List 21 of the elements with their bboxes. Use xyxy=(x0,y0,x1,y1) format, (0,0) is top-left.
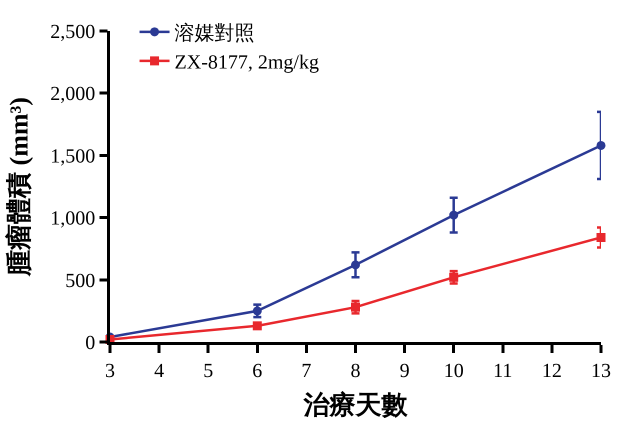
x-tick-label: 8 xyxy=(350,360,360,382)
y-tick-label: 2,000 xyxy=(50,83,96,106)
y-axis-title: 腫瘤體積 (mm³) xyxy=(4,97,34,277)
y-tick-label: 1,500 xyxy=(50,145,96,168)
x-tick-label: 9 xyxy=(400,360,410,382)
x-tick-label: 12 xyxy=(542,360,562,382)
y-tick-label: 1,000 xyxy=(50,208,96,230)
x-tick-label: 5 xyxy=(203,360,214,382)
y-tick-label: 2,500 xyxy=(50,21,96,43)
legend-label: 溶媒對照 xyxy=(174,22,255,45)
x-tick-label: 3 xyxy=(105,360,115,382)
x-tick-label: 7 xyxy=(301,360,312,382)
x-tick-label: 13 xyxy=(591,360,611,382)
x-tick-label: 4 xyxy=(154,360,164,382)
x-axis-title: 治療天數 xyxy=(302,390,408,420)
y-tick-label: 0 xyxy=(85,332,96,354)
y-tick-label: 500 xyxy=(65,270,96,292)
x-tick-label: 10 xyxy=(444,360,464,382)
legend-label: ZX-8177, 2mg/kg xyxy=(174,52,319,74)
x-tick-label: 6 xyxy=(252,360,262,382)
x-tick-label: 11 xyxy=(493,360,512,382)
